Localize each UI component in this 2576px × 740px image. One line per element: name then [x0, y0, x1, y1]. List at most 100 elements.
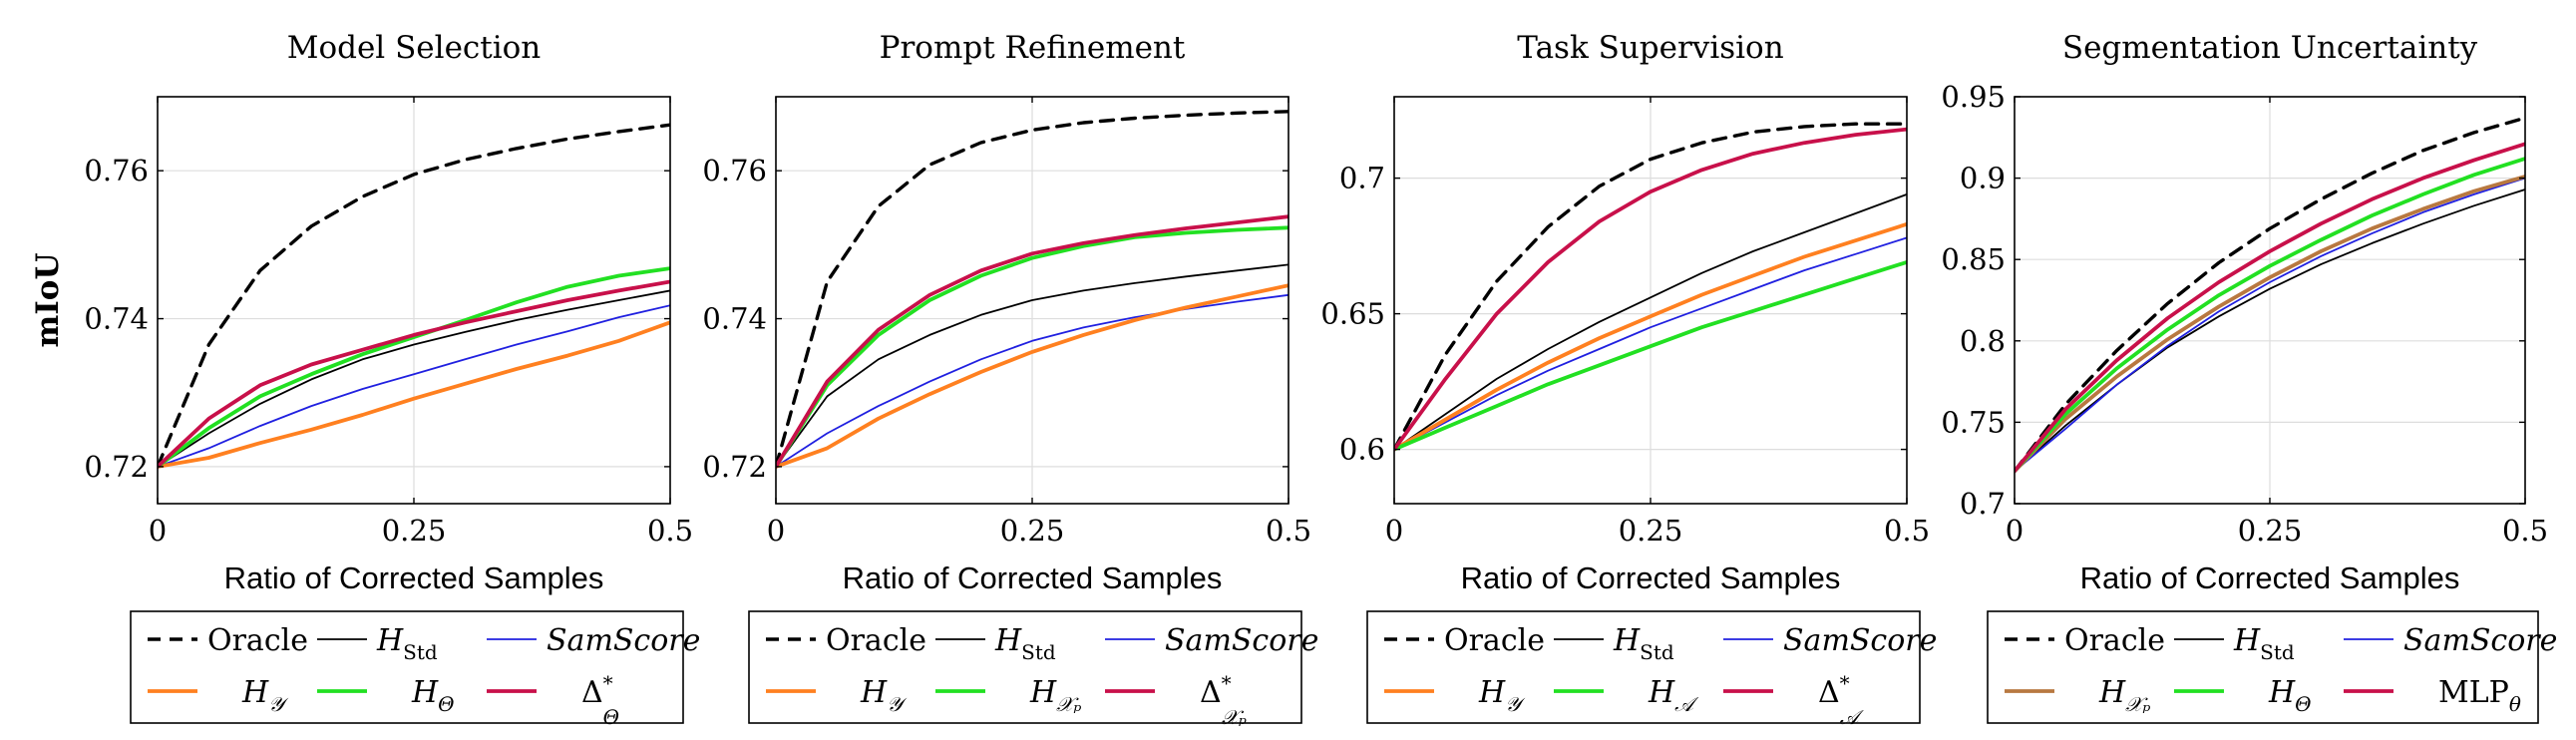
panel-1: Prompt Refinement 0 0.25 0.5 0.72 0.74 0.76 Rat… [702, 30, 1318, 729]
series-line--xp [776, 214, 1288, 469]
legend-entry: Δ* Θ [487, 671, 619, 729]
x-tick-label: 0.5 [1884, 514, 1930, 548]
legend-entry: Δ* 𝒳ₚ [1105, 671, 1247, 729]
legend-label-sub: Std [403, 640, 438, 664]
legend-entry: Oracle [1384, 623, 1545, 658]
legend-entry: Oracle [2005, 623, 2165, 658]
legend-frame [1987, 610, 2539, 724]
legend-label-sup: * [603, 671, 613, 695]
legend-label-main: Oracle [207, 623, 308, 658]
x-tick-label: 0 [1385, 514, 1403, 548]
x-tick-label: 0 [767, 514, 785, 548]
legend-label: Oracle [1444, 623, 1545, 658]
legend-label: HStd [994, 623, 1056, 664]
legend-entry: MLPθ [2344, 675, 2521, 716]
y-tick-label: 0.72 [84, 450, 149, 484]
y-axis-label: mIoU [30, 252, 66, 347]
legend-entry: SamScore [487, 623, 700, 658]
legend-label: Oracle [826, 623, 926, 658]
legend-label-main: H [994, 623, 1022, 658]
legend-label-sup: * [1222, 671, 1232, 695]
y-tick-label: 0.76 [702, 154, 767, 187]
series-line-samscore [776, 293, 1288, 468]
legend-label-sub: 𝒳ₚ [2125, 692, 2150, 716]
legend-label-main: SamScore [2403, 623, 2557, 658]
series-line-oracle [2015, 116, 2525, 474]
legend-entry: Oracle [766, 623, 926, 658]
legend-label-main: Δ [1818, 675, 1840, 710]
legend-label-main: H [1478, 675, 1506, 710]
series-line-h-a [1394, 260, 1907, 452]
y-tick-label: 0.9 [1960, 162, 2006, 195]
legend-label-main: MLP [2438, 675, 2509, 710]
x-tick-label: 0.25 [382, 514, 447, 548]
x-axis-label: Ratio of Corrected Samples [224, 560, 604, 595]
series-line-h-std [1394, 193, 1907, 451]
legend-label-main: H [2268, 675, 2296, 710]
series-group [1394, 122, 1907, 452]
legend-entry: SamScore [1723, 623, 1937, 658]
series-line-oracle [776, 110, 1288, 469]
y-tick-label: 0.95 [1941, 80, 2006, 114]
legend-label-main: H [1029, 675, 1057, 710]
series-line-h- [2015, 157, 2525, 474]
legend-label: MLPθ [2438, 675, 2521, 716]
legend-label: H𝒳ₚ [2098, 675, 2150, 716]
series-line-h- [158, 266, 670, 469]
series-line-oracle [1394, 122, 1907, 452]
panel-3: Segmentation Uncertainty 0 0.25 0.5 0.7 0.75 0… [1941, 30, 2557, 724]
legend-label-main: Oracle [2064, 623, 2165, 658]
legend-label: HStd [2233, 623, 2295, 664]
legend-label-main: H [241, 675, 269, 710]
series-line-mlp- [2015, 142, 2525, 474]
legend-label-sub: Θ [2295, 692, 2311, 716]
series-line-samscore [158, 304, 670, 468]
panel-title: Task Supervision [1517, 30, 1783, 66]
legend-frame [130, 610, 684, 724]
series-line-- [158, 279, 670, 469]
x-axis-label: Ratio of Corrected Samples [2080, 560, 2460, 595]
legend-label-sub: Θ [438, 692, 454, 716]
y-tick-label: 0.75 [1941, 405, 2006, 439]
x-tick-label: 0.5 [1266, 514, 1311, 548]
legend-entry: HΘ [317, 675, 455, 716]
legend-label-sub: 𝒳ₚ [1222, 705, 1247, 729]
legend-label: SamScore [2403, 623, 2557, 658]
series-line-samscore [2015, 177, 2525, 473]
legend-frame [748, 610, 1302, 724]
legend-label-main: Δ [581, 675, 603, 710]
legend-entry: SamScore [1105, 623, 1318, 658]
legend-label-sub: 𝒳ₚ [1056, 692, 1081, 716]
series-line-h-y [1394, 221, 1907, 452]
y-tick-label: 0.72 [702, 450, 767, 484]
panel-title: Model Selection [287, 30, 542, 66]
legend-label-main: H [1613, 623, 1641, 658]
legend-entry: SamScore [2344, 623, 2557, 658]
series-line-h-y [158, 320, 670, 469]
legend-entry: HΘ [2174, 675, 2312, 716]
series-line-samscore [1394, 236, 1907, 451]
legend-label: HStd [376, 623, 438, 664]
legend-entry: HStd [317, 623, 438, 664]
y-tick-label: 0.65 [1320, 297, 1385, 331]
legend-entry: Oracle [148, 623, 308, 658]
panel-title: Segmentation Uncertainty [2062, 30, 2478, 66]
legend-label: HΘ [411, 675, 455, 716]
legend-label: Δ* 𝒳ₚ [1200, 671, 1247, 729]
legend-entry: H𝒳ₚ [2005, 675, 2150, 716]
legend-label: H𝒳ₚ [1029, 675, 1081, 716]
legend-label-main: SamScore [547, 623, 700, 658]
legend-label: H𝒜 [1648, 675, 1699, 716]
y-tick-label: 0.8 [1960, 324, 2006, 358]
x-tick-label: 0 [2006, 514, 2024, 548]
series-line-h-std [158, 289, 670, 468]
series-line-h-std [776, 263, 1288, 468]
legend-label-main: H [411, 675, 439, 710]
series-group [2015, 116, 2525, 474]
legend-label: H𝒴 [1478, 675, 1526, 716]
legend-label-main: H [860, 675, 888, 710]
series-line-oracle [158, 123, 670, 469]
